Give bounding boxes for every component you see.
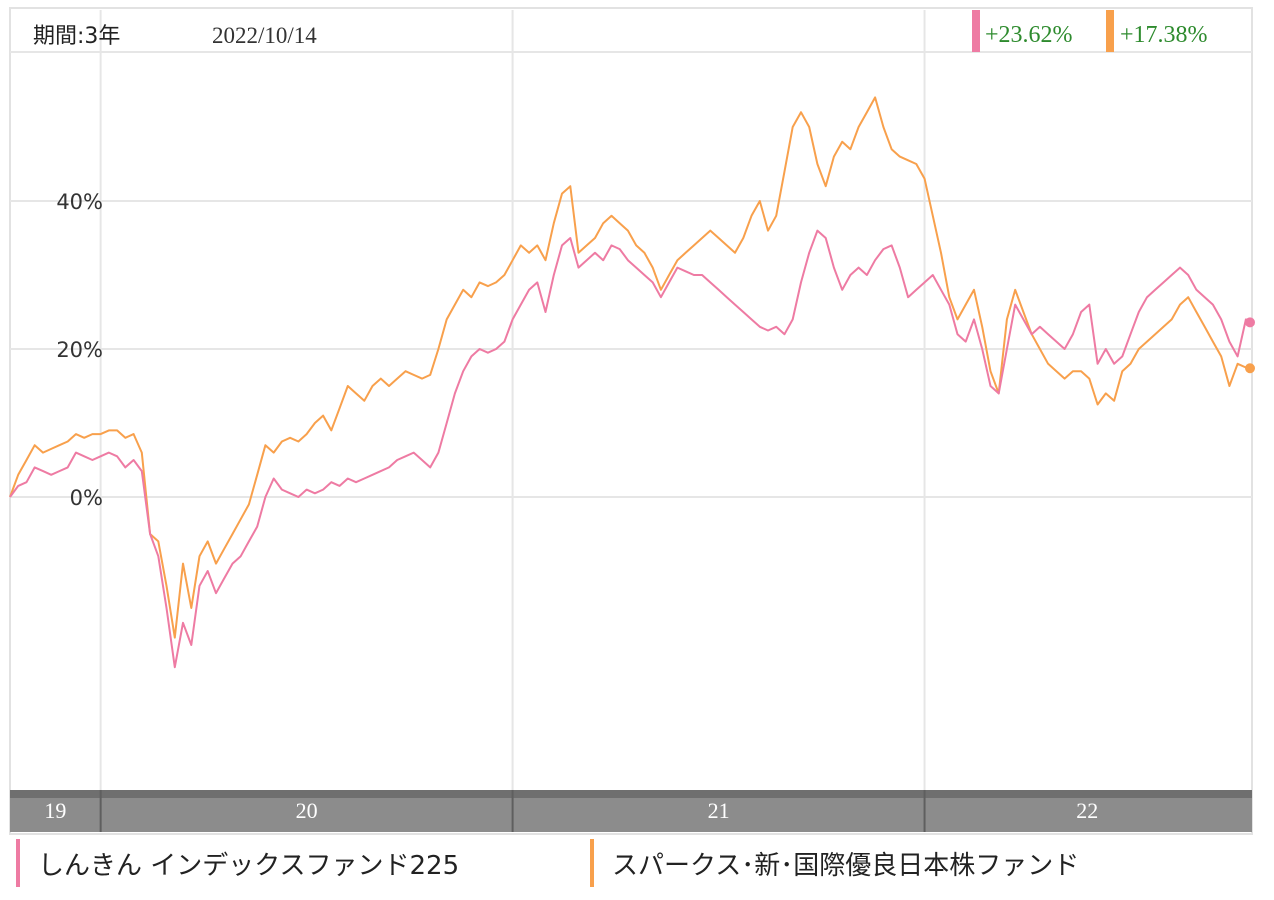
series2-return-marker	[1106, 10, 1114, 52]
y-tick-label: 0%	[70, 486, 103, 510]
x-tick-label: 20	[296, 798, 318, 823]
y-tick-label: 20%	[56, 338, 103, 362]
x-tick-label: 22	[1076, 798, 1098, 823]
y-tick-label: 40%	[56, 190, 103, 214]
date-label: 2022/10/14	[212, 23, 317, 48]
series1-return-marker	[972, 10, 980, 52]
series-end-point	[1245, 317, 1255, 328]
y-tick-labels: 40% 20% 0%	[56, 190, 103, 510]
period-label: 期間:3年	[33, 24, 120, 49]
chart-frame	[9, 7, 1253, 835]
grid	[10, 10, 1252, 790]
legend-item-series1: しんきん インデックスファンド225	[16, 838, 459, 888]
legend-swatch-series1	[16, 839, 20, 887]
legend-label-series1: しんきん インデックスファンド225	[38, 850, 460, 881]
legend-swatch-series2	[590, 839, 594, 887]
series-line	[9, 229, 1251, 669]
x-axis-top-shade	[10, 790, 1252, 798]
legend-label-series2: スパークス･新･国際優良日本株ファンド	[612, 850, 1080, 881]
x-tick-label: 19	[44, 798, 66, 823]
series-lines	[9, 96, 1255, 669]
series-end-point	[1245, 363, 1255, 374]
x-axis-band: 19 20 21 22	[10, 790, 1252, 832]
series1-return: +23.62%	[985, 22, 1073, 48]
series2-return: +17.38%	[1120, 22, 1208, 48]
x-tick-label: 21	[708, 798, 730, 823]
legend-item-series2: スパークス･新･国際優良日本株ファンド	[590, 838, 1079, 888]
series-line	[9, 96, 1251, 639]
